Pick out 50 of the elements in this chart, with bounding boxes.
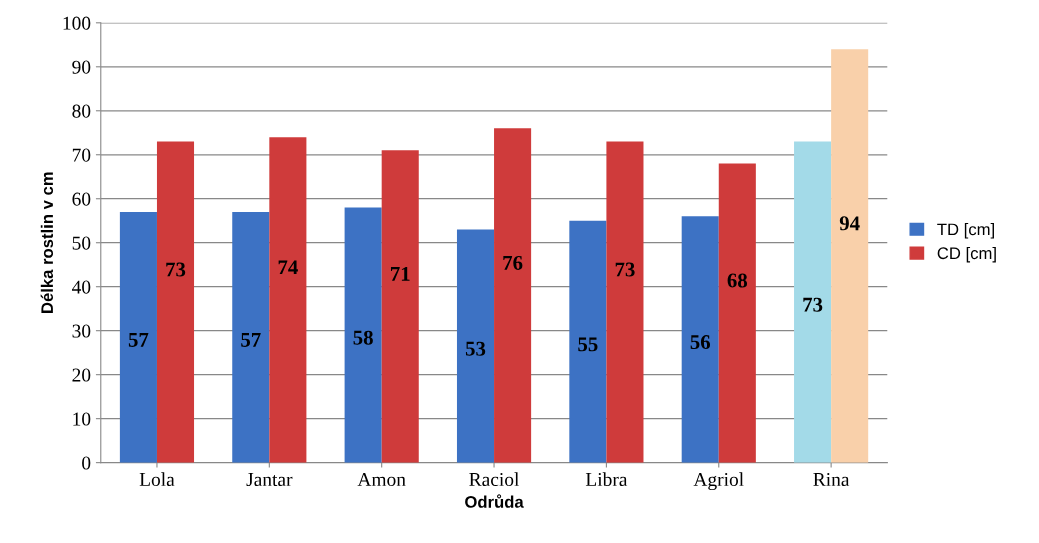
y-tick-label: 60 [72, 192, 91, 206]
y-tick-label: 40 [72, 280, 91, 294]
bar [156, 141, 195, 463]
bar [831, 49, 869, 463]
bar [494, 128, 532, 463]
bar [794, 141, 832, 463]
bar [681, 216, 719, 463]
data-label: 73 [803, 297, 823, 312]
y-tick-label: 90 [72, 60, 91, 74]
data-label: 73 [615, 262, 635, 277]
x-tick-label: Rina [813, 472, 850, 487]
legend-label: CD [cm] [937, 246, 996, 263]
data-label: 76 [503, 255, 523, 270]
y-tick-label: 10 [73, 412, 91, 426]
y-tick-label: 50 [72, 236, 91, 250]
data-label: 58 [353, 330, 373, 345]
y-tick-label: 30 [72, 324, 91, 338]
x-tick-label: Agriol [693, 472, 744, 491]
bar [119, 211, 157, 463]
data-label: 73 [166, 262, 186, 277]
data-label: 56 [690, 335, 711, 350]
x-tick-label: Jantar [246, 473, 293, 487]
bar [232, 211, 270, 463]
bar [606, 141, 644, 463]
y-tick-label: 70 [72, 148, 91, 162]
y-tick-label: 0 [82, 456, 91, 470]
legend-label: TD [cm] [937, 223, 994, 239]
x-tick-label: Libra [585, 472, 628, 487]
x-tick-label: Raciol [469, 472, 520, 487]
x-tick-label: Amon [357, 473, 406, 487]
data-label: 94 [839, 216, 860, 231]
data-label: 68 [727, 273, 748, 288]
data-label: 71 [391, 266, 410, 281]
bar [344, 207, 382, 463]
data-label: 55 [578, 337, 598, 352]
y-axis-title: Délka rostlin v cm [40, 172, 54, 313]
x-tick-label: Lola [139, 472, 175, 487]
data-label: 53 [465, 341, 486, 356]
y-tick-label: 100 [63, 16, 91, 30]
bar [718, 163, 756, 463]
data-label: 57 [241, 333, 261, 347]
bar [569, 220, 607, 463]
bar [381, 150, 419, 463]
y-tick-label: 20 [72, 368, 91, 382]
data-label: 57 [128, 333, 149, 347]
bar [269, 137, 307, 463]
y-tick-label: 80 [72, 104, 91, 118]
data-label: 74 [278, 260, 298, 275]
bar [456, 229, 495, 463]
x-axis-title: Odrůda [465, 494, 524, 508]
